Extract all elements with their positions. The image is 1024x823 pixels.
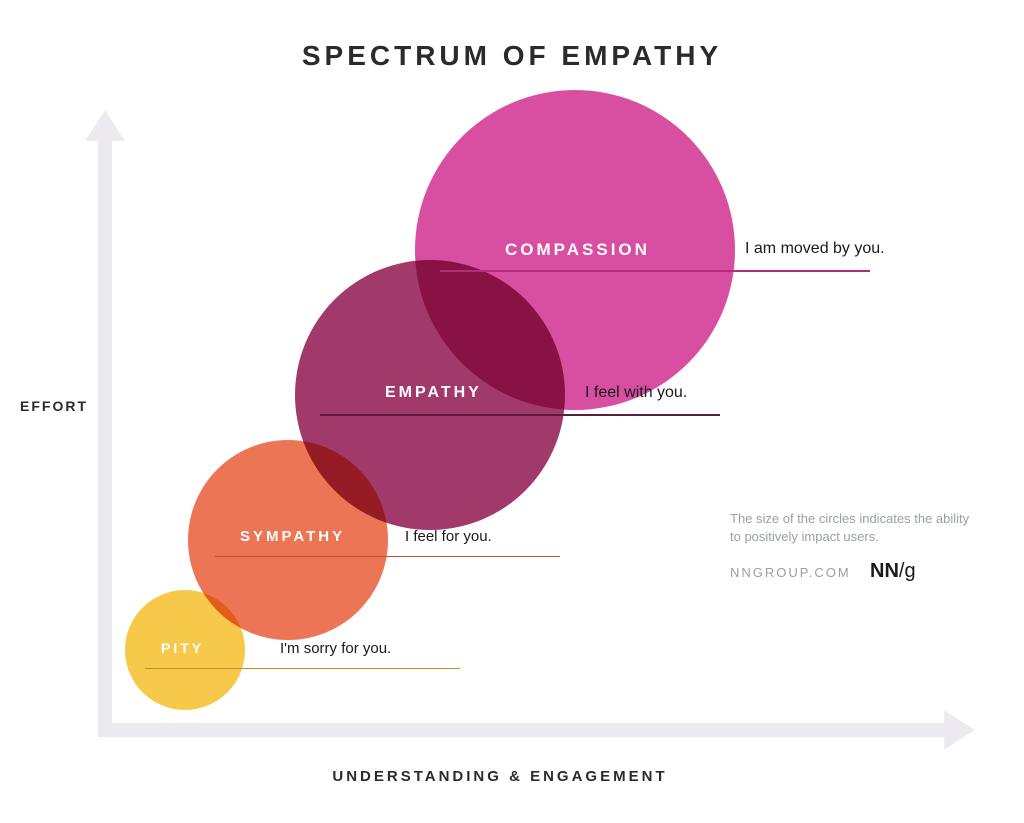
legend-note: The size of the circles indicates the ab… [730, 510, 970, 546]
logo-suffix: /g [899, 560, 916, 582]
diagram-canvas: SPECTRUM OF EMPATHY EFFORT UNDERSTANDING… [0, 0, 1024, 823]
bubble-desc-compassion: I am moved by you. [745, 240, 885, 258]
bubble-label-pity: PITY [161, 640, 204, 656]
bubble-label-sympathy: SYMPATHY [240, 528, 345, 545]
attribution-text: NNGROUP.COM [730, 565, 851, 580]
connector-pity [145, 668, 460, 669]
bubble-desc-sympathy: I feel for you. [405, 528, 492, 545]
bubble-label-compassion: COMPASSION [505, 240, 650, 260]
bubble-label-empathy: EMPATHY [385, 384, 482, 402]
logo-prefix: NN [870, 560, 899, 582]
brand-logo: NN/g [870, 560, 916, 583]
connector-empathy [320, 414, 720, 416]
x-axis-label: UNDERSTANDING & ENGAGEMENT [280, 768, 720, 785]
connector-sympathy [215, 556, 560, 557]
connector-compassion [440, 270, 870, 272]
y-axis-label: EFFORT [20, 398, 88, 414]
bubble-desc-empathy: I feel with you. [585, 384, 687, 402]
bubble-desc-pity: I'm sorry for you. [280, 640, 391, 657]
